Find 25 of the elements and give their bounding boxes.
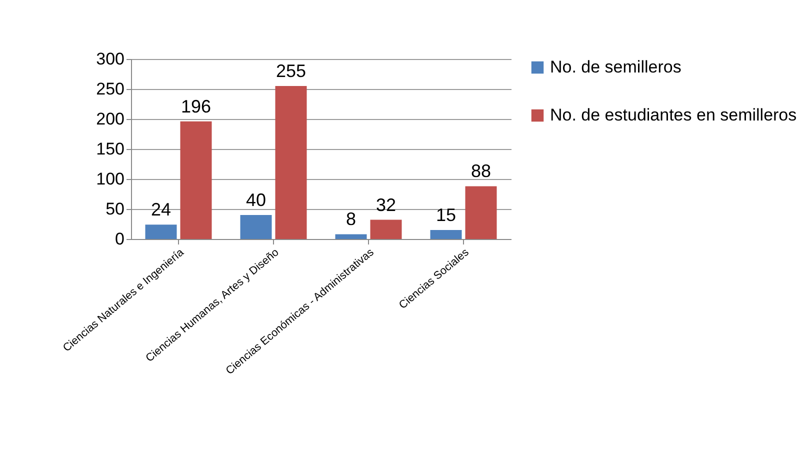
data-label: 15	[436, 205, 456, 225]
bar	[335, 234, 367, 239]
y-tick-label: 150	[96, 140, 124, 158]
data-label: 88	[470, 161, 492, 182]
data-label: 32	[376, 194, 396, 215]
bar	[465, 186, 497, 239]
y-tick-label: 50	[106, 200, 124, 218]
legend-label: No. de semilleros	[550, 58, 682, 76]
legend-label: No. de estudiantes en semilleros	[550, 106, 797, 124]
data-label: 24	[150, 200, 172, 220]
bar	[145, 224, 177, 239]
y-tick-label: 200	[96, 110, 124, 128]
bar	[180, 121, 212, 239]
data-label: 8	[346, 209, 356, 230]
y-tick-label: 100	[96, 170, 124, 188]
bar	[275, 86, 307, 239]
y-tick-label: 300	[96, 50, 124, 68]
bar	[370, 220, 402, 239]
data-label: 255	[276, 61, 306, 81]
bar	[430, 230, 462, 239]
y-tick-label: 0	[115, 230, 124, 248]
bar	[240, 215, 272, 239]
data-label: 40	[246, 190, 266, 210]
data-label: 196	[180, 96, 212, 116]
y-tick-label: 250	[96, 80, 124, 98]
